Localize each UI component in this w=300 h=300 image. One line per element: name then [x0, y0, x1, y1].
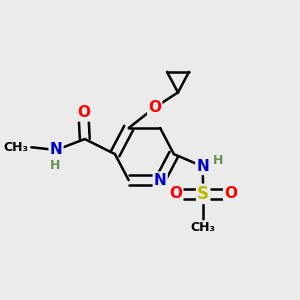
Text: N: N	[154, 173, 167, 188]
Text: H: H	[50, 159, 60, 172]
Text: CH₃: CH₃	[191, 221, 216, 234]
Text: H: H	[212, 154, 223, 167]
Text: O: O	[224, 186, 237, 201]
Text: CH₃: CH₃	[4, 141, 29, 154]
Text: S: S	[197, 185, 209, 203]
Text: O: O	[148, 100, 161, 115]
Text: N: N	[50, 142, 62, 158]
Text: O: O	[169, 186, 182, 201]
Text: N: N	[196, 159, 209, 174]
Text: O: O	[77, 106, 90, 121]
